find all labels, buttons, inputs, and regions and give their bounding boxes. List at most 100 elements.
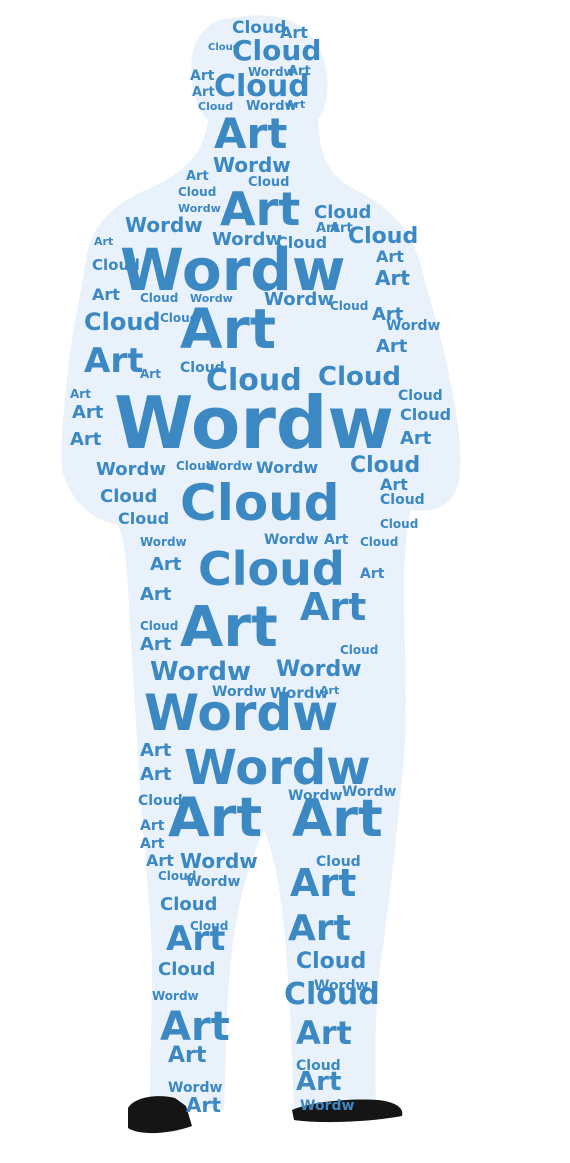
cloud-word-art: Art bbox=[70, 429, 102, 450]
cloud-word-art: Art bbox=[140, 367, 161, 381]
cloud-word-art: Art bbox=[372, 304, 404, 325]
cloud-word-art: Art bbox=[160, 1004, 230, 1050]
cloud-word-cloud: Cloud bbox=[360, 535, 398, 549]
cloud-word-wordw: Wordw bbox=[212, 684, 266, 700]
cloud-word-cloud: Cloud bbox=[214, 69, 310, 104]
cloud-word-wordw: Wordw bbox=[386, 318, 440, 334]
cloud-word-art: Art bbox=[94, 235, 113, 248]
cloud-word-cloud: Cloud bbox=[348, 224, 418, 249]
cloud-word-art: Art bbox=[168, 786, 262, 849]
cloud-word-art: Art bbox=[146, 851, 174, 870]
cloud-word-art: Art bbox=[296, 1014, 352, 1052]
cloud-word-cloud: Cloud bbox=[158, 869, 196, 883]
cloud-word-cloud: Cloud bbox=[296, 1058, 341, 1074]
cloud-word-art: Art bbox=[296, 1067, 341, 1097]
cloud-word-art: Art bbox=[168, 1043, 207, 1068]
cloud-word-wordw: Wordw bbox=[152, 989, 199, 1003]
cloud-word-cloud: Cloud bbox=[84, 308, 161, 336]
cloud-word-cloud: Cloud bbox=[160, 894, 217, 915]
cloud-word-wordw: Wordw bbox=[248, 65, 295, 79]
cloud-word-cloud: Cloud bbox=[180, 474, 340, 532]
cloud-word-wordw: Wordw bbox=[114, 381, 394, 465]
cloud-word-wordw: Wordw bbox=[288, 788, 342, 804]
cloud-word-wordw: Wordw bbox=[168, 1080, 222, 1096]
cloud-word-cloud: Cloud bbox=[206, 363, 302, 398]
cloud-word-art: Art bbox=[140, 584, 172, 605]
cloud-word-cloud: Cloud bbox=[400, 405, 451, 424]
cloud-word-wordw: Wordw bbox=[184, 740, 371, 796]
cloud-word-art: Art bbox=[180, 595, 278, 660]
cloud-word-art: Art bbox=[360, 566, 385, 582]
cloud-word-cloud: Cloud bbox=[198, 100, 233, 113]
cloud-word-art: Art bbox=[324, 532, 349, 548]
cloud-word-art: Art bbox=[330, 221, 353, 236]
cloud-word-art: Art bbox=[190, 68, 215, 84]
cloud-word-cloud: Cloud bbox=[316, 854, 361, 870]
left-shoe bbox=[128, 1096, 192, 1134]
cloud-word-cloud: Cloud bbox=[158, 959, 215, 980]
cloud-word-art: Art bbox=[140, 818, 165, 834]
cloud-word-wordw: Wordw bbox=[150, 657, 251, 687]
cloud-word-wordw: Wordw bbox=[125, 213, 203, 237]
cloud-word-cloud: Cloud bbox=[330, 299, 368, 313]
cloud-word-wordw: Wordw bbox=[246, 99, 297, 114]
cloud-word-wordw: Wordw bbox=[212, 229, 282, 250]
cloud-word-cloud: Cloud bbox=[284, 977, 380, 1012]
cloud-word-art: Art bbox=[84, 341, 143, 381]
cloud-word-cloud: Cloud bbox=[276, 233, 327, 252]
cloud-word-cloud: Cloud bbox=[100, 486, 157, 507]
cloud-word-cloud: Cloud bbox=[314, 202, 371, 223]
cloud-word-wordw: Wordw bbox=[180, 849, 258, 873]
cloud-word-art: Art bbox=[376, 336, 408, 357]
right-shoe bbox=[292, 1099, 403, 1123]
cloud-word-cloud: Cloud bbox=[380, 492, 425, 508]
cloud-word-art: Art bbox=[380, 475, 408, 494]
cloud-word-wordw: Wordw bbox=[264, 532, 318, 548]
cloud-word-art: Art bbox=[186, 169, 209, 184]
cloud-word-wordw: Wordw bbox=[144, 684, 338, 742]
cloud-word-art: Art bbox=[70, 387, 91, 401]
cloud-word-art: Art bbox=[300, 585, 366, 629]
cloud-word-wordw: Wordw bbox=[120, 236, 345, 304]
cloud-word-art: Art bbox=[376, 247, 404, 266]
cloud-word-art: Art bbox=[375, 266, 410, 290]
cloud-word-cloud: Cloud bbox=[232, 34, 321, 67]
cloud-word-cloud: Cloud bbox=[380, 517, 418, 531]
cloud-word-art: Art bbox=[316, 221, 339, 236]
cloud-word-art: Art bbox=[280, 23, 308, 42]
cloud-word-cloud: Cloud bbox=[340, 643, 378, 657]
cloud-word-art: Art bbox=[288, 908, 351, 949]
cloud-word-wordw: Wordw bbox=[96, 459, 166, 480]
cloud-word-cloud: Cloud bbox=[208, 42, 240, 53]
cloud-word-wordw: Wordw bbox=[206, 459, 253, 473]
cloud-word-art: Art bbox=[286, 98, 305, 111]
cloud-word-wordw: Wordw bbox=[178, 202, 221, 215]
cloud-word-wordw: Wordw bbox=[186, 874, 240, 890]
cloud-word-cloud: Cloud bbox=[160, 311, 198, 325]
cloud-word-art: Art bbox=[140, 634, 172, 655]
cloud-word-art: Art bbox=[140, 764, 172, 785]
cloud-word-art: Art bbox=[320, 684, 339, 697]
cloud-word-cloud: Cloud bbox=[198, 542, 345, 596]
cloud-word-art: Art bbox=[220, 182, 300, 236]
cloud-word-art: Art bbox=[400, 428, 432, 449]
cloud-word-wordw: Wordw bbox=[314, 978, 368, 994]
cloud-word-art: Art bbox=[140, 836, 165, 852]
cloud-word-cloud: Cloud bbox=[180, 360, 225, 376]
cloud-word-wordw: Wordw bbox=[190, 292, 233, 305]
cloud-word-art: Art bbox=[186, 1093, 221, 1117]
cloud-word-art: Art bbox=[180, 297, 276, 361]
cloud-word-art: Art bbox=[72, 402, 104, 423]
cloud-word-cloud: Cloud bbox=[398, 388, 443, 404]
cloud-word-wordw: Wordw bbox=[342, 784, 396, 800]
cloud-word-cloud: Cloud bbox=[92, 256, 140, 274]
cloud-word-wordw: Wordw bbox=[300, 1098, 354, 1114]
cloud-word-wordw: Wordw bbox=[270, 684, 328, 702]
cloud-word-wordw: Wordw bbox=[140, 535, 187, 549]
cloud-word-cloud: Cloud bbox=[248, 175, 290, 190]
cloud-word-art: Art bbox=[150, 554, 182, 575]
silhouette-shape bbox=[61, 15, 461, 1112]
